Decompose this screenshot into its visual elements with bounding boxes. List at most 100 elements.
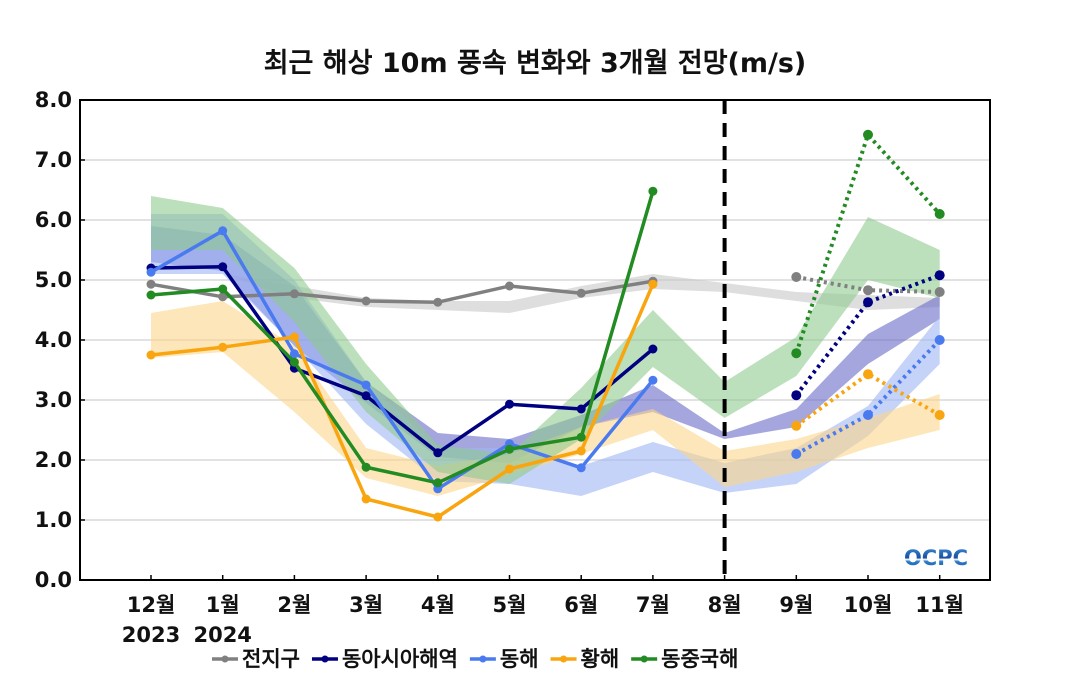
forecast-point-동해: [791, 449, 802, 459]
forecast-point-동아시아해역: [791, 390, 802, 401]
point-동해: [289, 349, 299, 359]
y-axis-ticks: 0.0 1.0 2.0 3.0 4.0 5.0 6.0 7.0 8.0: [35, 88, 85, 592]
line-동중국해: [150, 190, 655, 485]
y-tick-label: 2.0: [35, 448, 72, 472]
y-tick-label: 8.0: [35, 88, 72, 112]
x-axis-ticks: 12월 1월 2월 3월 4월 5월 6월 7월 8월 9월 10월 11월 2023 2024: [122, 575, 964, 647]
point-동아시아해역: [648, 344, 658, 354]
forecast-point-동해: [863, 410, 873, 420]
x-tick-label: 2월: [277, 593, 311, 617]
point-황해: [505, 464, 514, 474]
point-동중국해: [576, 432, 586, 442]
point-황해: [648, 279, 658, 289]
forecast-point-동아시아해역: [863, 297, 873, 308]
x-tick-label: 11월: [915, 593, 964, 617]
legend-swatch-marker: [640, 655, 648, 663]
legend-item: 동중국해: [631, 647, 738, 671]
ocpc-logo: OCPC: [904, 546, 968, 570]
legend-item: 전지구: [212, 647, 300, 671]
x-tick-label: 4월: [421, 593, 455, 617]
x-tick-label: 9월: [779, 593, 813, 617]
x-tick-label: 12월: [127, 593, 176, 617]
x-tick-label: 3월: [349, 593, 383, 617]
x-tick-label: 7월: [636, 593, 670, 617]
line-황해: [150, 283, 655, 519]
legend: 전지구 동아시아해역 동해 황해 동중국해: [212, 647, 738, 671]
point-동해: [361, 380, 371, 390]
y-tick-label: 1.0: [35, 508, 72, 532]
point-전지구: [576, 288, 586, 298]
y-tick-label: 0.0: [35, 568, 72, 592]
point-동중국해: [361, 462, 371, 472]
point-전지구: [505, 281, 514, 291]
point-동해: [648, 375, 658, 385]
point-동중국해: [648, 186, 658, 196]
forecast-point-황해: [863, 369, 873, 380]
x-tick-label: 10월: [844, 593, 893, 617]
y-tick-label: 4.0: [35, 328, 72, 352]
forecast-point-동해: [934, 335, 945, 345]
forecast-point-황해: [791, 420, 802, 431]
legend-swatch-marker: [560, 655, 568, 663]
legend-label: 동해: [500, 647, 539, 671]
series-lines: [146, 129, 945, 522]
forecast-line-황해: [795, 371, 941, 428]
line-동해: [150, 229, 655, 491]
legend-swatch-marker: [321, 655, 329, 663]
y-tick-label: 7.0: [35, 148, 72, 172]
point-동중국해: [289, 357, 299, 367]
point-전지구: [433, 297, 443, 307]
band-동중국해: [151, 196, 940, 484]
ocpc-logo-text: OCPC: [904, 546, 968, 570]
x-tick-label: 6월: [564, 593, 598, 617]
point-황해: [433, 512, 443, 522]
x-tick-label: 5월: [493, 593, 527, 617]
forecast-point-동아시아해역: [934, 270, 945, 281]
y-tick-label: 3.0: [35, 388, 72, 412]
chart-title: 최근 해상 10m 풍속 변화와 3개월 전망(m/s): [264, 48, 807, 79]
point-동해: [576, 463, 586, 473]
y-tick-label: 5.0: [35, 268, 72, 292]
legend-item: 동해: [469, 647, 539, 671]
point-동중국해: [505, 444, 514, 454]
forecast-point-동중국해: [791, 348, 802, 359]
forecast-point-전지구: [863, 285, 873, 296]
point-황해: [289, 332, 299, 342]
point-동중국해: [433, 478, 443, 488]
forecast-line-동아시아해역: [794, 273, 941, 397]
point-동아시아해역: [361, 391, 371, 401]
band-황해: [151, 301, 940, 496]
point-동해: [218, 226, 228, 236]
uncertainty-bands: [151, 196, 940, 496]
point-동아시아해역: [433, 448, 443, 458]
legend-swatch-marker: [479, 655, 487, 663]
point-전지구: [361, 296, 371, 306]
x-year-label: 2023: [122, 623, 180, 647]
x-year-label: 2024: [193, 623, 251, 647]
forecast-point-전지구: [791, 272, 802, 282]
line-동아시아해역: [150, 265, 655, 455]
forecast-point-동중국해: [863, 129, 873, 140]
y-tick-label: 6.0: [35, 208, 72, 232]
point-동아시아해역: [576, 404, 586, 414]
forecast-point-전지구: [934, 287, 945, 297]
legend-label: 동아시아해역: [342, 647, 458, 671]
legend-label: 황해: [581, 647, 620, 671]
point-동중국해: [146, 290, 156, 300]
point-황해: [146, 350, 156, 360]
point-전지구: [289, 289, 299, 299]
forecast-point-동중국해: [934, 209, 945, 219]
point-동아시아해역: [505, 399, 514, 409]
point-황해: [361, 494, 371, 504]
point-황해: [218, 342, 228, 352]
x-tick-label: 1월: [206, 593, 240, 617]
forecast-point-황해: [934, 410, 945, 420]
point-황해: [576, 446, 586, 456]
legend-swatch-marker: [221, 655, 229, 663]
legend-item: 동아시아해역: [311, 647, 458, 671]
point-전지구: [146, 279, 156, 289]
legend-label: 동중국해: [661, 647, 738, 671]
band-전지구: [151, 274, 940, 313]
forecast-line-동중국해: [794, 130, 942, 354]
